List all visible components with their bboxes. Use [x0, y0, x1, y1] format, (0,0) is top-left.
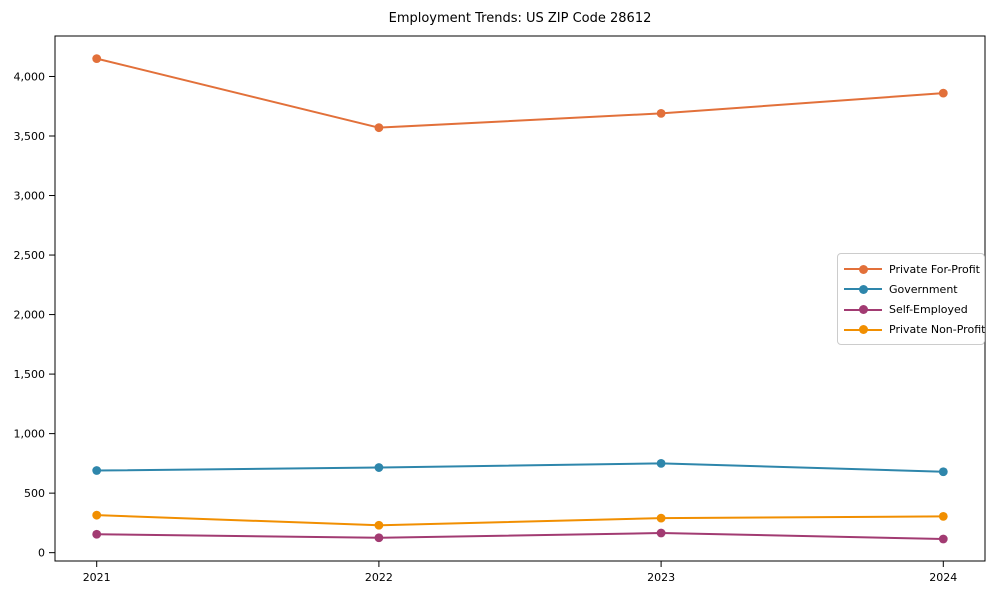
data-point: [374, 520, 384, 530]
series-line: [96, 57, 944, 129]
data-point: [938, 88, 948, 98]
legend-item-private-for-profit: Private For-Profit: [844, 259, 980, 279]
legend-line-marker-icon: [844, 264, 882, 274]
y-tick-label: 1,500: [14, 368, 46, 381]
data-point: [656, 528, 666, 538]
legend-line-marker-icon: [844, 325, 882, 335]
data-point: [92, 466, 102, 475]
data-point: [938, 511, 948, 521]
y-tick-label: 500: [24, 487, 45, 500]
legend-item-government: Government: [844, 279, 978, 299]
legend-item-private-non-profit: Private Non-Profit: [844, 320, 985, 340]
y-tick-label: 3,000: [14, 190, 46, 203]
x-tick-label: 2024: [929, 571, 957, 584]
data-point: [938, 467, 948, 477]
series-line: [96, 532, 944, 540]
data-point: [938, 534, 948, 544]
x-tick-label: 2021: [83, 571, 111, 584]
axes-frame: [54, 35, 986, 562]
data-point: [92, 529, 102, 539]
legend-label: Self-Employed: [889, 303, 968, 317]
y-tick-label: 1,000: [14, 428, 46, 441]
legend-label: Government: [889, 282, 958, 296]
data-point: [374, 463, 384, 472]
legend-label: Private For-Profit: [889, 262, 980, 276]
data-point: [656, 458, 666, 468]
data-point: [374, 123, 384, 133]
legend-item-self-employed: Self-Employed: [844, 300, 978, 320]
legend-line-marker-icon: [844, 305, 882, 315]
series-line: [96, 514, 944, 527]
series-line: [96, 462, 944, 473]
x-tick-label: 2023: [647, 571, 675, 584]
y-tick-label: 3,500: [14, 130, 46, 143]
legend-line-marker-icon: [844, 284, 882, 294]
legend-label: Private Non-Profit: [889, 323, 986, 337]
y-tick-label: 2,500: [14, 249, 46, 262]
legend: Private For-Profit Government Self-Emplo…: [837, 253, 985, 345]
x-tick-label: 2022: [365, 571, 393, 584]
data-point: [92, 510, 102, 520]
y-tick-label: 2,000: [14, 309, 46, 322]
data-point: [656, 108, 666, 118]
data-point: [656, 513, 666, 523]
y-tick-label: 4,000: [14, 70, 46, 83]
data-point: [374, 533, 384, 543]
chart-title: Employment Trends: US ZIP Code 28612: [388, 11, 652, 26]
y-tick-label: 0: [38, 547, 45, 560]
data-point: [92, 54, 102, 64]
